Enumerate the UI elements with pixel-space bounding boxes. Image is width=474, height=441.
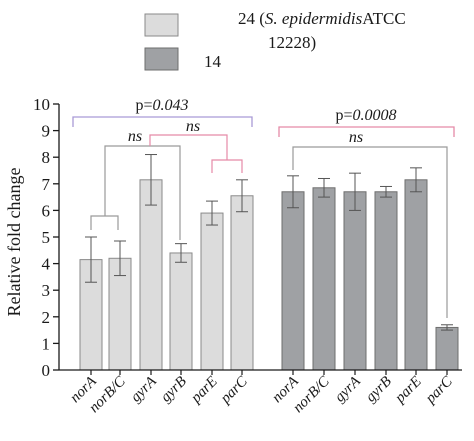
bars — [79, 179, 459, 371]
y-tick-label: 7 — [42, 175, 51, 194]
left-p-text: p=0.043 — [135, 97, 188, 114]
y-tick-label: 4 — [42, 255, 51, 274]
legend-label-24-line1: 24 (S. epidermidisATCC — [238, 9, 406, 28]
legend-swatch-24 — [144, 13, 179, 37]
x-tick-label: parC — [217, 373, 252, 408]
bar-24-gyrA — [139, 179, 163, 371]
errorbar-24-norB-C — [114, 240, 126, 277]
errorbar-24-parC — [236, 179, 248, 213]
y-tick-label: 6 — [42, 201, 51, 220]
errorbar-14-parE — [410, 167, 422, 193]
y-tick-label: 9 — [42, 122, 51, 141]
bracket-right-ns — [292, 146, 448, 318]
y-tick-label: 1 — [42, 334, 51, 353]
bar-14-norA — [281, 191, 305, 371]
y-tick-label: 2 — [42, 308, 51, 327]
y-tick-label: 10 — [33, 95, 50, 114]
errorbar-14-parC — [441, 324, 453, 331]
y-tick-label: 5 — [42, 228, 51, 247]
x-tick-label: gyrA — [128, 373, 161, 406]
x-tick-label: gyrB — [363, 374, 395, 406]
errorbar-24-norA — [85, 236, 97, 283]
right-ns-text: ns — [349, 129, 363, 146]
errorbar-24-parE — [206, 200, 218, 226]
y-axis-label: Relative fold change — [4, 168, 24, 317]
x-tick-label: parE — [392, 374, 425, 407]
bar-24-parE — [200, 212, 224, 371]
errorbar-24-gyrA — [145, 154, 157, 206]
left-ns-text: ns — [128, 128, 142, 145]
x-tick-label: parE — [188, 374, 221, 407]
legend: 24 (S. epidermidisATCC 12228) 14 — [144, 9, 406, 71]
errorbar-14-norA — [287, 175, 299, 209]
x-tick-label: gyrB — [158, 374, 190, 406]
error-bars — [85, 154, 453, 331]
x-tick-label: gyrA — [332, 373, 365, 406]
legend-swatch-14 — [144, 47, 179, 71]
bar-14-gyrB — [374, 191, 398, 371]
legend-label-14: 14 — [204, 52, 222, 71]
y-tick-label: 0 — [42, 361, 51, 380]
bracket-left-ns-lower — [90, 215, 119, 230]
bar-24-parC — [230, 195, 254, 371]
errorbar-14-gyrA — [349, 172, 361, 211]
bar-14-parE — [404, 179, 428, 371]
pink-ns-text: ns — [186, 118, 200, 135]
right-p-text: p=0.0008 — [335, 107, 396, 124]
errorbar-24-gyrB — [175, 243, 187, 263]
bracket-left-p — [72, 116, 253, 127]
x-tick-label: norB/C — [290, 373, 333, 416]
bar-14-gyrA — [343, 191, 367, 371]
bracket-pink-ns-lower — [211, 159, 243, 173]
bar-24-gyrB — [169, 252, 193, 371]
legend-label-24-line2: 12228) — [268, 33, 316, 52]
bracket-right-p — [278, 126, 455, 137]
y-tick-label: 3 — [42, 281, 51, 300]
bar-14-norB-C — [312, 187, 336, 371]
significance-annotations: p=0.043 p=0.0008 ns ns ns — [72, 97, 455, 318]
bar-14-parC — [435, 326, 459, 371]
y-tick-label: 8 — [42, 148, 51, 167]
errorbar-14-norB-C — [318, 177, 330, 198]
bracket-pink-ns-upper — [149, 134, 228, 160]
errorbar-14-gyrB — [380, 185, 392, 198]
y-axis: 0 1 2 3 4 5 6 7 8 9 10 — [33, 95, 60, 380]
bracket-left-ns-upper — [104, 145, 181, 240]
x-tick-label: parC — [422, 373, 457, 408]
x-axis — [59, 369, 462, 375]
